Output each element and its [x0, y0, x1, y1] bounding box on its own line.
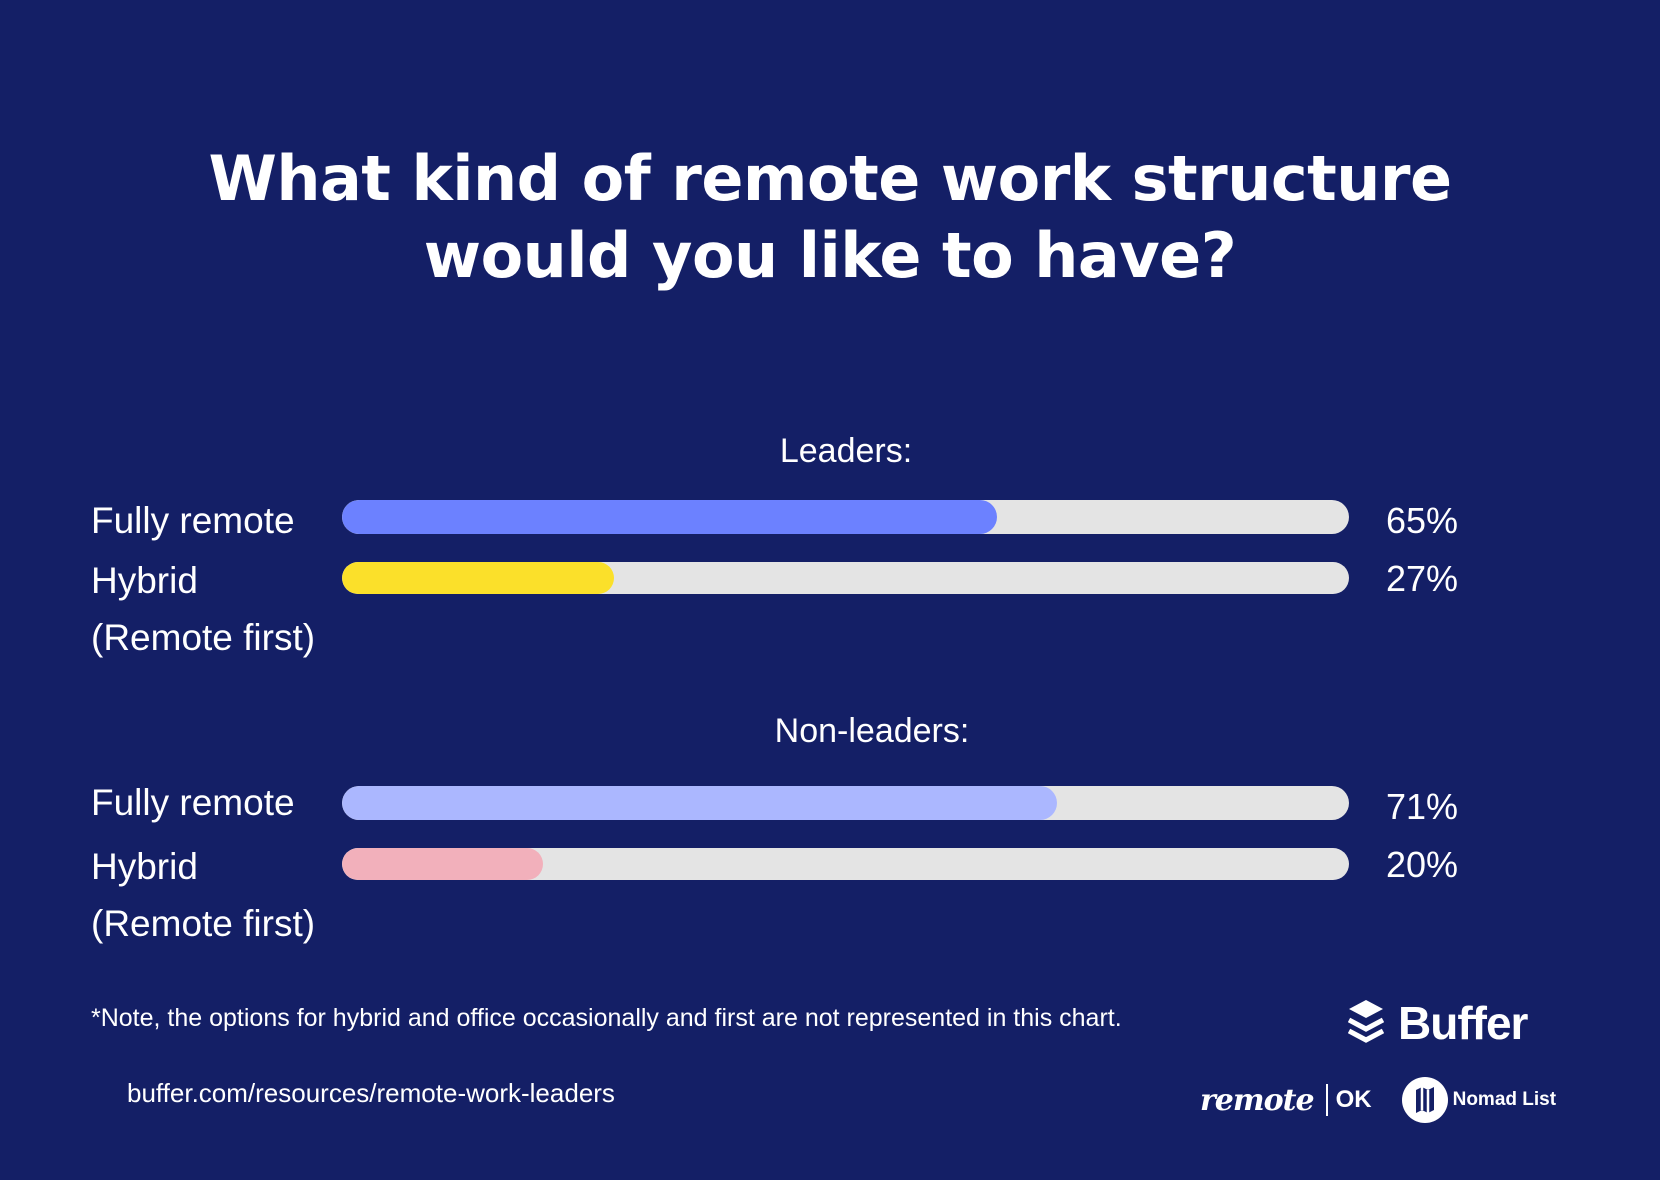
- remote-ok-wordmark: remote: [1200, 1082, 1315, 1118]
- nomad-list-wordmark: Nomad List: [1452, 1089, 1557, 1110]
- row-label-leaders-fully-remote: Fully remote: [91, 500, 295, 541]
- ok-wordmark: OK: [1335, 1086, 1372, 1113]
- row-label-leaders-hybrid: Hybrid (Remote first): [91, 552, 315, 666]
- bar-track-leaders-hybrid: [342, 562, 1349, 594]
- value-non-leaders-hybrid: 20%: [1386, 844, 1459, 885]
- row-label-non-leaders-hybrid: Hybrid (Remote first): [91, 838, 315, 952]
- title-line-2: would you like to have?: [423, 219, 1237, 292]
- value-leaders-hybrid: 27%: [1386, 558, 1459, 599]
- group-label-leaders: Leaders:: [779, 432, 913, 470]
- title-line-1: What kind of remote work structure: [208, 142, 1452, 215]
- footnote: *Note, the options for hybrid and office…: [91, 1004, 1122, 1032]
- value-non-leaders-fully-remote: 71%: [1386, 786, 1459, 827]
- partner-logos: remote OK Nomad List: [1200, 1076, 1556, 1124]
- row-label-line-2: (Remote first): [91, 903, 316, 944]
- group-label-non-leaders: Non-leaders:: [774, 712, 970, 750]
- value-leaders-fully-remote: 65%: [1386, 500, 1459, 541]
- bar-fill-non-leaders-fully-remote: [342, 786, 1057, 820]
- row-label-line-2: (Remote first): [91, 617, 316, 658]
- source-url: buffer.com/resources/remote-work-leaders: [127, 1078, 615, 1108]
- row-label-line-1: Hybrid: [91, 560, 198, 601]
- bar-track-leaders-fully-remote: [342, 500, 1349, 534]
- chart-title: What kind of remote work structure would…: [0, 140, 1660, 294]
- buffer-wordmark: Buffer: [1398, 997, 1528, 1049]
- bar-fill-leaders-hybrid: [342, 562, 614, 594]
- buffer-logo: Buffer: [1348, 996, 1528, 1050]
- row-label-line-1: Hybrid: [91, 846, 198, 887]
- row-label-non-leaders-fully-remote: Fully remote: [91, 782, 295, 823]
- bar-track-non-leaders-hybrid: [342, 848, 1349, 880]
- logo-divider: [1325, 1084, 1328, 1116]
- bar-track-non-leaders-fully-remote: [342, 786, 1349, 820]
- nomad-list-map-icon: [1401, 1077, 1448, 1123]
- bar-fill-non-leaders-hybrid: [342, 848, 544, 880]
- bar-fill-leaders-fully-remote: [342, 500, 997, 534]
- buffer-stack-icon: [1348, 1000, 1384, 1043]
